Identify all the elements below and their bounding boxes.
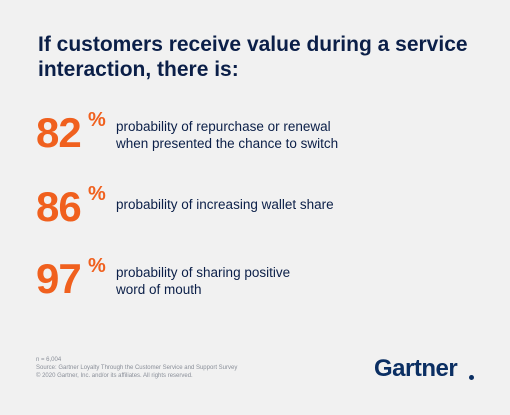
percent-sign: % bbox=[88, 109, 106, 131]
stat-description: probability of increasing wallet share bbox=[116, 196, 446, 213]
footnote-copyright: © 2020 Gartner, Inc. and/or its affiliat… bbox=[36, 373, 193, 379]
stat-number: 86 bbox=[36, 183, 82, 230]
stat-description-line: probability of repurchase or renewal bbox=[116, 119, 331, 134]
stat-wallet-share: 86 % probability of increasing wallet sh… bbox=[36, 183, 476, 246]
footnote-source: Source: Gartner Loyalty Through the Cust… bbox=[36, 365, 238, 371]
stat-description-line: when presented the chance to switch bbox=[116, 136, 339, 151]
stat-description-line: probability of increasing wallet share bbox=[116, 197, 334, 212]
stat-description: probability of repurchase or renewal whe… bbox=[116, 118, 446, 152]
stat-word-of-mouth: 97 % probability of sharing positive wor… bbox=[36, 255, 476, 318]
stat-number: 97 bbox=[36, 255, 82, 302]
percent-sign: % bbox=[88, 255, 106, 277]
footnote: n = 6,004 Source: Gartner Loyalty Throug… bbox=[36, 356, 336, 380]
stat-description-line: probability of sharing positive bbox=[116, 265, 291, 280]
logo-dot-icon bbox=[469, 375, 474, 380]
stat-repurchase: 82 % probability of repurchase or renewa… bbox=[36, 109, 476, 172]
footnote-sample: n = 6,004 bbox=[36, 357, 62, 363]
gartner-logo: Gartner bbox=[374, 355, 458, 382]
percent-sign: % bbox=[88, 183, 106, 205]
headline: If customers receive value during a serv… bbox=[38, 33, 468, 81]
stat-description: probability of sharing positive word of … bbox=[116, 264, 446, 298]
stat-description-line: word of mouth bbox=[116, 282, 202, 297]
stat-number: 82 bbox=[36, 109, 82, 156]
